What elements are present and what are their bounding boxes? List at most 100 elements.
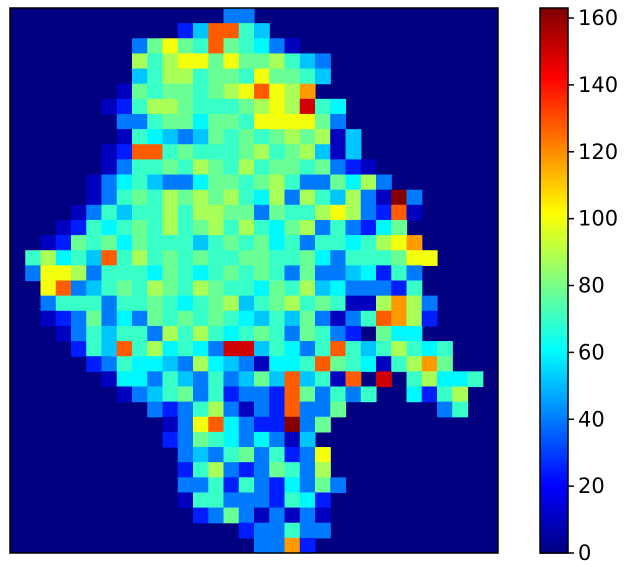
heatmap-cell [269, 416, 286, 433]
colorbar-gradient-slice [540, 450, 568, 456]
heatmap-cell [132, 83, 148, 100]
heatmap-cell [208, 68, 225, 85]
heatmap-cell [177, 23, 194, 39]
heatmap-cell [254, 204, 270, 221]
colorbar-gradient-slice [540, 21, 568, 26]
heatmap-cell [147, 219, 164, 236]
heatmap-cell [86, 280, 103, 297]
heatmap-cell [315, 401, 331, 418]
heatmap-cell [360, 204, 377, 221]
heatmap-cell [284, 431, 301, 448]
heatmap-cell [315, 341, 331, 357]
heatmap-cell [391, 204, 408, 221]
heatmap-cell [177, 159, 194, 176]
heatmap-cell [238, 265, 255, 282]
heatmap-cell [101, 280, 118, 297]
heatmap-cell [238, 416, 255, 433]
heatmap-cell [101, 356, 118, 372]
heatmap-cell [345, 219, 362, 236]
heatmap-cell [132, 129, 148, 145]
colorbar-gradient-slice [540, 546, 568, 551]
heatmap-cell [406, 204, 423, 221]
heatmap-cell [177, 219, 194, 236]
heatmap-cell [254, 129, 270, 145]
heatmap-cell [101, 174, 118, 191]
heatmap-cell [193, 310, 209, 327]
heatmap-cell [193, 53, 209, 70]
colorbar-gradient-slice [540, 229, 568, 234]
heatmap-cell [421, 310, 438, 327]
colorbar-gradient-slice [540, 498, 568, 503]
heatmap-cell [269, 98, 286, 115]
heatmap-cell [299, 371, 316, 388]
heatmap-cell [223, 492, 240, 509]
heatmap-cell [360, 265, 377, 282]
heatmap-cell [223, 129, 240, 145]
colorbar-gradient-slice [540, 457, 568, 462]
heatmap-cell [162, 295, 179, 312]
heatmap-cell [40, 235, 57, 251]
heatmap-cell [330, 341, 347, 357]
heatmap-cell [101, 341, 118, 357]
heatmap-cell [406, 295, 423, 312]
heatmap-cell [299, 235, 316, 251]
heatmap-cell [330, 219, 347, 236]
heatmap-cell [223, 462, 240, 478]
heatmap-cell [315, 447, 331, 463]
heatmap-cell [299, 280, 316, 297]
heatmap-cell [269, 38, 286, 55]
heatmap-cell [437, 341, 453, 357]
heatmap-cell [116, 144, 133, 160]
colorbar-gradient-slice [540, 300, 568, 306]
heatmap-cell [254, 431, 270, 448]
heatmap-cell [177, 83, 194, 100]
heatmap-cell [223, 98, 240, 115]
heatmap-cell [208, 386, 225, 403]
heatmap-cell [177, 250, 194, 266]
heatmap-cell [254, 235, 270, 251]
heatmap-cell [391, 265, 408, 282]
heatmap-cell [315, 386, 331, 403]
colorbar-gradient-slice [540, 294, 568, 299]
heatmap-cell [162, 310, 179, 327]
heatmap-cell [132, 219, 148, 236]
heatmap-cell [193, 113, 209, 130]
heatmap-cell [284, 38, 301, 55]
heatmap-cell [147, 386, 164, 403]
heatmap-cell [238, 189, 255, 206]
heatmap-cell [254, 280, 270, 297]
colorbar-gradient-slice [540, 423, 568, 428]
heatmap-cell [269, 295, 286, 312]
heatmap-cell [208, 129, 225, 145]
heatmap-cell [269, 401, 286, 418]
heatmap-cell [269, 83, 286, 100]
heatmap-cell [391, 325, 408, 342]
heatmap-cell [391, 235, 408, 251]
heatmap-cell [177, 113, 194, 130]
colorbar-gradient-slice [540, 93, 568, 98]
heatmap-cell [177, 265, 194, 282]
heatmap-cell [208, 144, 225, 160]
heatmap-cell [162, 159, 179, 176]
heatmap-cell [223, 356, 240, 372]
heatmap-cell [284, 83, 301, 100]
heatmap-cell [284, 235, 301, 251]
colorbar-gradient-slice [540, 161, 568, 166]
colorbar-gradient-slice [540, 277, 568, 282]
colorbar-tick-label: 0 [578, 541, 591, 565]
colorbar-gradient-slice [540, 447, 568, 452]
heatmap-cell [147, 83, 164, 100]
heatmap-cell [132, 310, 148, 327]
heatmap-cell [162, 38, 179, 55]
heatmap-cell [25, 250, 42, 266]
heatmap-cell [330, 356, 347, 372]
heatmap-cell [315, 522, 331, 539]
heatmap-cell [345, 204, 362, 221]
heatmap-cell [345, 356, 362, 372]
heatmap-cell [315, 219, 331, 236]
heatmap-cell [208, 401, 225, 418]
heatmap-cell [299, 204, 316, 221]
colorbar-gradient-slice [540, 273, 568, 278]
heatmap-cell [208, 23, 225, 39]
heatmap-cell [299, 537, 316, 554]
